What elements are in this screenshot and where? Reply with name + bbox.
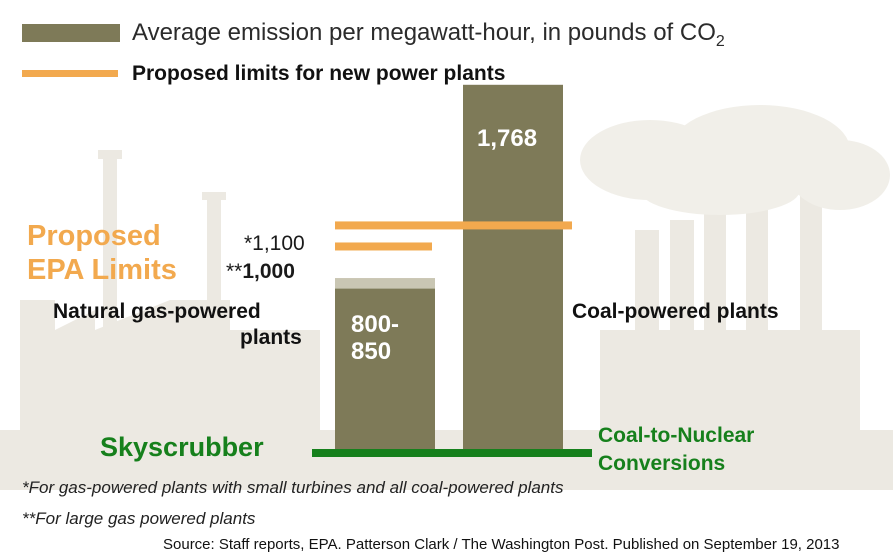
bar-value-gas-line1: 800- xyxy=(351,311,400,338)
limit-label-1100: *1,100 xyxy=(244,232,305,255)
skyscrubber-label: Skyscrubber xyxy=(100,432,264,462)
bar-value-gas-line2: 850 xyxy=(351,338,392,365)
category-label-gas-line1: Natural gas-powered xyxy=(53,300,261,323)
bar-range-cap-0 xyxy=(335,278,435,289)
legend-line-label: Proposed limits for new power plants xyxy=(132,62,506,85)
skyscrubber-connector-line xyxy=(312,449,592,457)
source-credit: Source: Staff reports, EPA. Patterson Cl… xyxy=(163,536,840,553)
bar-1 xyxy=(463,84,563,457)
legend-bar-label: Average emission per megawatt-hour, in p… xyxy=(132,19,725,50)
limit-label-1000: **1,000 xyxy=(226,260,295,283)
epa-label-line1: Proposed xyxy=(27,220,161,252)
legend-co2-subscript: 2 xyxy=(715,32,725,50)
bar-0 xyxy=(335,288,435,457)
epa-label-line2: EPA Limits xyxy=(27,254,177,286)
chart-marks xyxy=(312,84,592,457)
factory-silhouette xyxy=(0,150,893,490)
smoke-plume xyxy=(580,105,890,215)
footnote-2: **For large gas powered plants xyxy=(22,509,256,528)
limit-line-1000 xyxy=(335,242,432,251)
legend-bar-swatch xyxy=(22,24,120,42)
bar-value-coal: 1,768 xyxy=(477,125,538,152)
limit-line-1100 xyxy=(335,221,572,230)
footnote-1: *For gas-powered plants with small turbi… xyxy=(22,478,564,497)
coal-to-nuclear-label-line1: Coal-to-Nuclear xyxy=(598,424,755,447)
category-label-gas-line2: plants xyxy=(240,326,302,349)
legend-line-swatch xyxy=(22,70,118,77)
category-label-coal: Coal-powered plants xyxy=(572,300,779,323)
coal-to-nuclear-label-line2: Conversions xyxy=(598,452,726,475)
